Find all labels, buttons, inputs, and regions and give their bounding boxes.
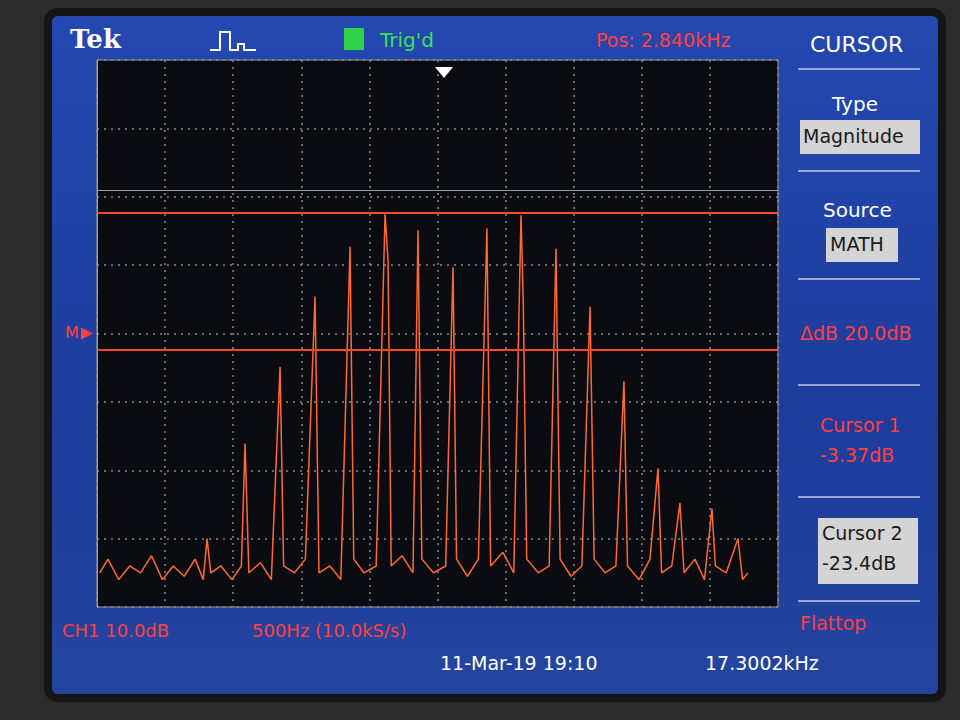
html-text:Magnitude: Magnitude: [803, 125, 904, 147]
svg-text:M: M: [65, 323, 79, 342]
html-text:11-Mar-19 19:10: 11-Mar-19 19:10: [440, 652, 598, 674]
html-text:CURSOR: CURSOR: [810, 32, 904, 57]
html-text:Tek: Tek: [70, 24, 121, 54]
html-text:Type: Type: [832, 92, 878, 116]
html-text:17.3002kHz: 17.3002kHz: [705, 652, 819, 674]
html-text:Cursor 1: Cursor 1: [820, 414, 901, 436]
html-text:Pos: 2.840kHz: Pos: 2.840kHz: [596, 29, 731, 51]
html-text:-23.4dB: -23.4dB: [822, 552, 897, 574]
html-text:Cursor 2: Cursor 2: [822, 522, 903, 544]
html-text:500Hz (10.0kS/s): 500Hz (10.0kS/s): [252, 620, 407, 641]
html-text:-3.37dB: -3.37dB: [820, 444, 895, 466]
html-text:Source: Source: [823, 198, 892, 222]
html-text:MATH: MATH: [830, 233, 884, 255]
html-text:Trig'd: Trig'd: [380, 28, 434, 52]
html-text:CH1 10.0dB: CH1 10.0dB: [62, 620, 170, 641]
html-text:ΔdB 20.0dB: ΔdB 20.0dB: [800, 322, 912, 344]
html-text:Flattop: Flattop: [800, 612, 867, 634]
